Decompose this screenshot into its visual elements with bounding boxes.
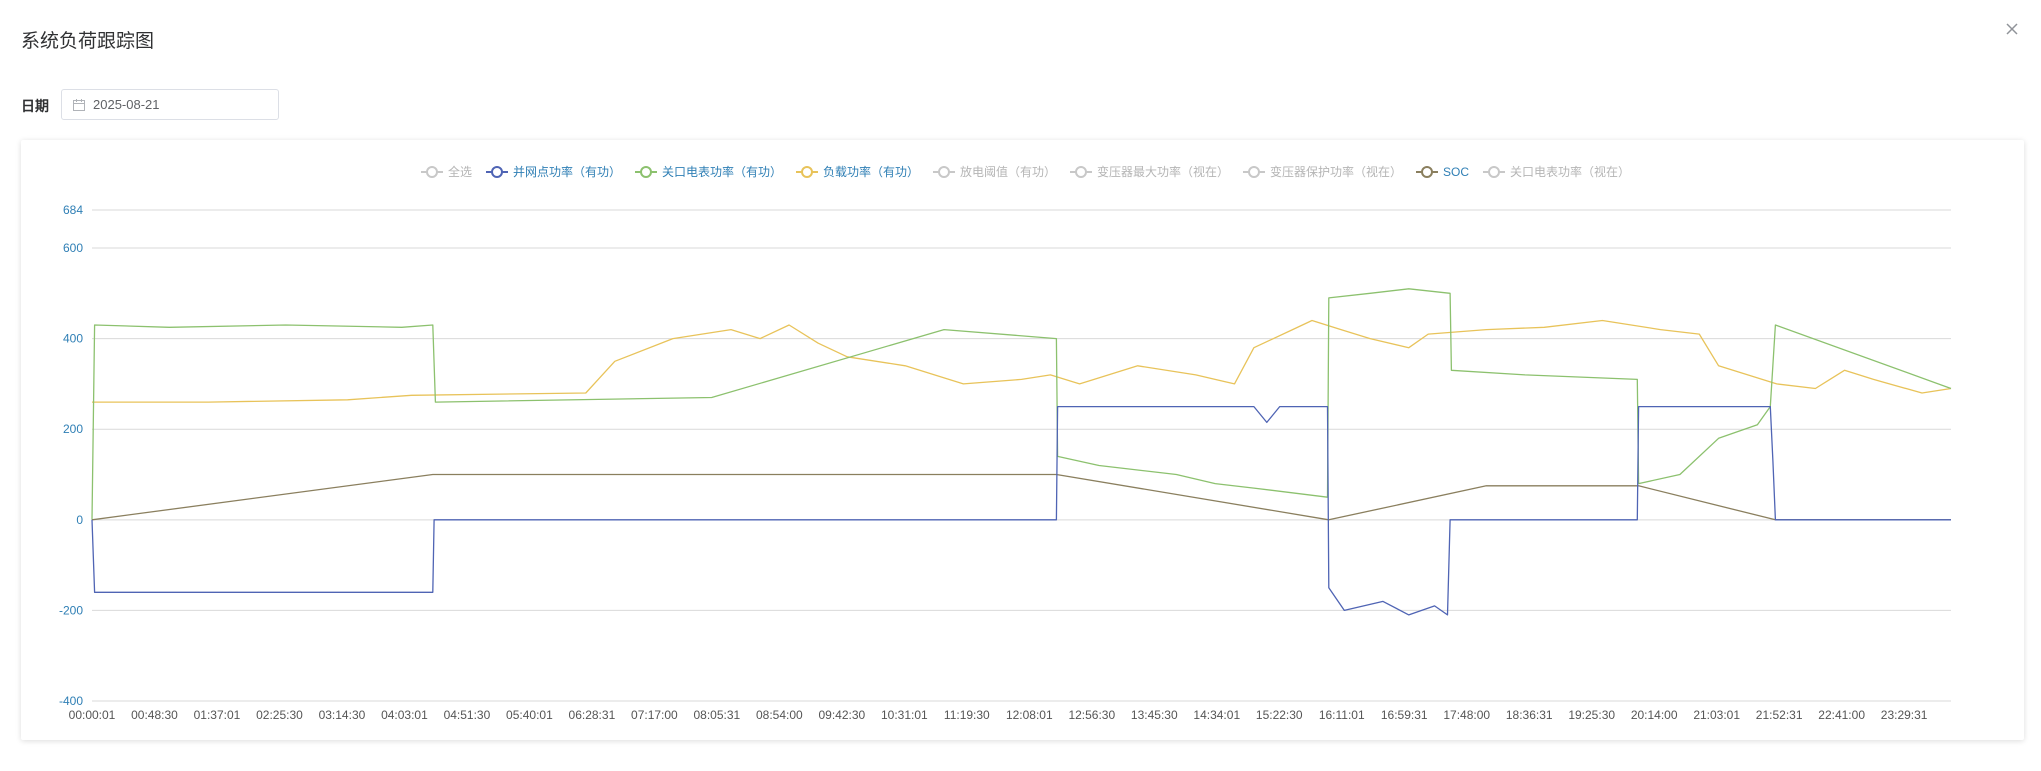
x-tick-label: 22:41:00 <box>1818 708 1865 722</box>
y-tick-label: 684 <box>63 203 83 217</box>
x-tick-label: 08:05:31 <box>694 708 741 722</box>
x-tick-label: 04:03:01 <box>381 708 428 722</box>
x-tick-label: 14:34:01 <box>1193 708 1240 722</box>
x-tick-label: 21:03:01 <box>1693 708 1740 722</box>
legend-label: 并网点功率（有功） <box>513 164 621 179</box>
series-line-0 <box>91 405 1951 616</box>
load-tracking-chart: -400 -200 0 200 400 600 684 00:00:01 00:48:30 01:… <box>59 164 1952 722</box>
x-tick-label: 20:14:00 <box>1631 708 1678 722</box>
legend-label: SOC <box>1443 165 1469 179</box>
x-tick-label: 15:22:30 <box>1256 708 1303 722</box>
legend-marker <box>491 166 503 178</box>
legend-label: 负载功率（有功） <box>823 164 919 179</box>
legend-marker <box>1421 166 1433 178</box>
legend-label: 变压器保护功率（视在） <box>1270 164 1402 179</box>
legend-item-5[interactable]: 变压器最大功率（视在） <box>1070 164 1229 179</box>
x-tick-label: 16:59:31 <box>1381 708 1428 722</box>
dialog-title: 系统负荷跟踪图 <box>21 31 155 52</box>
x-tick-label: 07:17:00 <box>631 708 678 722</box>
series-line-soc <box>91 473 1951 521</box>
legend-label: 关口电表功率（视在） <box>1510 164 1630 179</box>
x-tick-label: 01:37:01 <box>194 708 241 722</box>
date-picker[interactable]: 2025-08-21 <box>61 89 279 120</box>
x-tick-label: 06:28:31 <box>569 708 616 722</box>
date-label: 日期 <box>21 98 49 114</box>
legend-item-2[interactable]: 关口电表功率（有功） <box>635 164 782 179</box>
legend-label: 变压器最大功率（视在） <box>1097 164 1229 179</box>
y-tick-label: 400 <box>63 332 83 346</box>
close-icon[interactable] <box>2001 18 2023 40</box>
legend-item-3[interactable]: 负载功率（有功） <box>796 164 919 179</box>
x-tick-label: 00:00:01 <box>69 708 116 722</box>
date-value: 2025-08-21 <box>93 97 160 112</box>
legend-marker <box>1075 166 1087 178</box>
legend-marker <box>801 166 813 178</box>
legend-label: 放电阈值（有功） <box>960 164 1056 179</box>
legend-marker <box>1488 166 1500 178</box>
x-tick-label: 23:29:31 <box>1881 708 1928 722</box>
legend-marker <box>938 166 950 178</box>
x-tick-label: 17:48:00 <box>1443 708 1490 722</box>
series-line-1 <box>91 288 1952 520</box>
x-tick-label: 12:08:01 <box>1006 708 1053 722</box>
x-tick-label: 05:40:01 <box>506 708 553 722</box>
series-line-2 <box>92 319 1952 403</box>
chart-card: -400 -200 0 200 400 600 684 00:00:01 00:48:30 01:… <box>21 140 2024 740</box>
legend-label: 关口电表功率（有功） <box>662 164 782 179</box>
y-tick-label: -200 <box>59 603 83 617</box>
legend-label: 全选 <box>448 164 472 179</box>
legend-marker <box>426 166 438 178</box>
y-tick-label: 0 <box>76 513 83 527</box>
legend-item-6[interactable]: 变压器保护功率（视在） <box>1243 164 1402 179</box>
x-tick-label: 03:14:30 <box>319 708 366 722</box>
legend-item-8[interactable]: 关口电表功率（视在） <box>1483 164 1630 179</box>
x-tick-label: 16:11:01 <box>1319 708 1365 722</box>
x-tick-label: 04:51:30 <box>444 708 491 722</box>
legend-item-0[interactable]: 全选 <box>421 164 472 179</box>
x-tick-label: 02:25:30 <box>256 708 303 722</box>
x-tick-label: 18:36:31 <box>1506 708 1553 722</box>
x-tick-label: 13:45:30 <box>1131 708 1178 722</box>
legend-item-4[interactable]: 放电阈值（有功） <box>933 164 1056 179</box>
x-tick-label: 10:31:01 <box>881 708 928 722</box>
legend-item-7[interactable]: SOC <box>1416 165 1469 179</box>
legend-item-1[interactable]: 并网点功率（有功） <box>486 164 621 179</box>
x-tick-label: 08:54:00 <box>756 708 803 722</box>
x-tick-label: 12:56:30 <box>1068 708 1115 722</box>
x-tick-label: 09:42:30 <box>818 708 865 722</box>
y-tick-label: -400 <box>59 694 83 708</box>
y-tick-label: 200 <box>63 422 83 436</box>
legend-marker <box>1248 166 1260 178</box>
legend-marker <box>640 166 652 178</box>
x-tick-label: 19:25:30 <box>1568 708 1615 722</box>
x-tick-label: 21:52:31 <box>1756 708 1803 722</box>
x-tick-label: 00:48:30 <box>131 708 178 722</box>
calendar-icon <box>73 98 85 111</box>
x-tick-label: 11:19:30 <box>944 708 990 722</box>
y-tick-label: 600 <box>63 241 83 255</box>
